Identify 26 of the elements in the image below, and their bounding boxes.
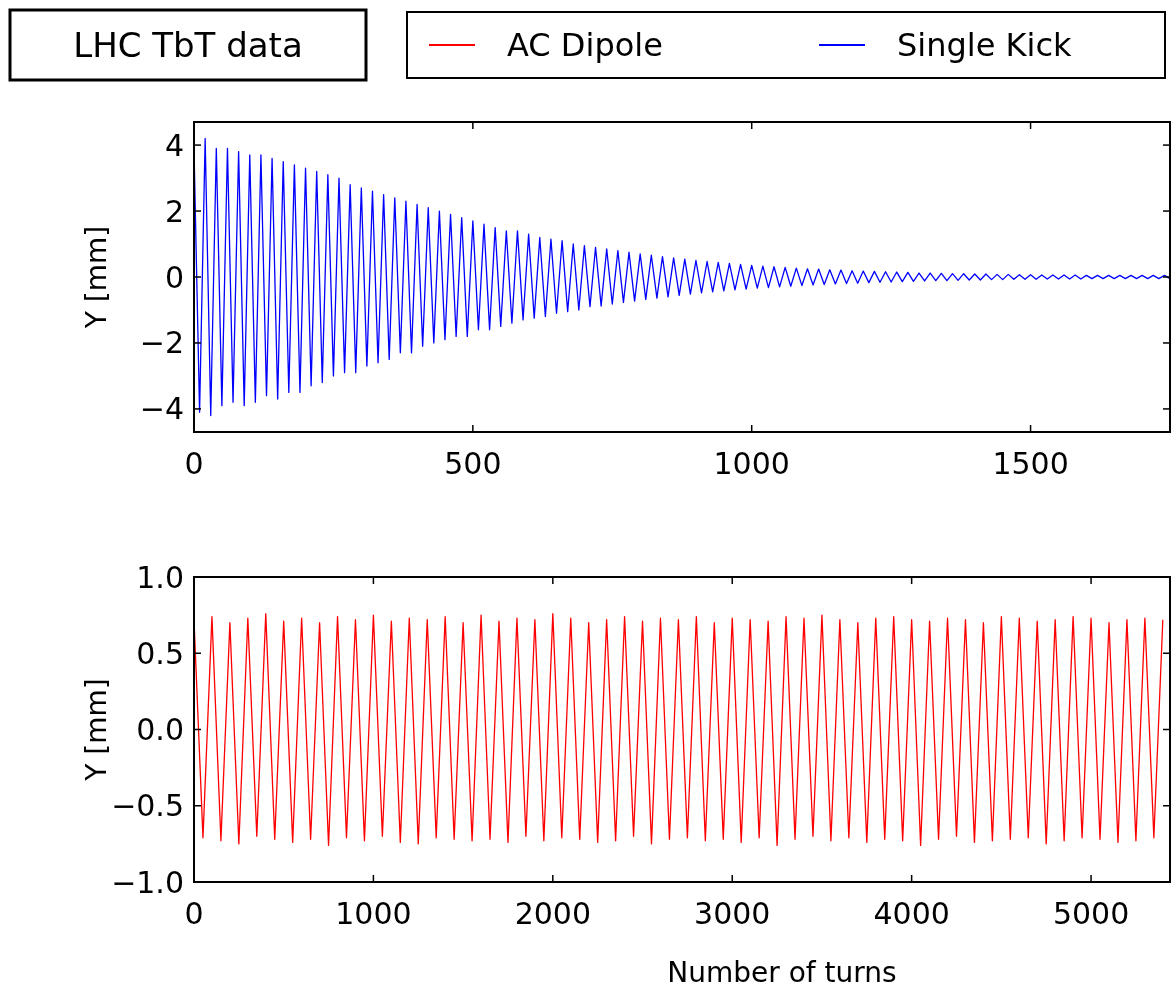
y-tick-label: −1.0 — [111, 864, 184, 900]
x-tick-label: 500 — [444, 446, 502, 481]
y-tick-label: 0 — [164, 259, 184, 295]
y-tick-label: 4 — [164, 127, 184, 163]
line-series — [193, 612, 1164, 847]
x-tick-label: 4000 — [873, 896, 950, 931]
y-tick-label: 1.0 — [136, 559, 184, 595]
y-tick-label: 2 — [164, 193, 184, 229]
y-axis-title: Y [mm] — [80, 678, 113, 782]
legend-label: Single Kick — [897, 26, 1073, 65]
y-axis-title: Y [mm] — [80, 225, 113, 330]
x-tick-label: 2000 — [514, 896, 591, 931]
legend-label: AC Dipole — [507, 26, 663, 65]
x-tick-label: 3000 — [694, 896, 771, 931]
y-tick-label: 0.0 — [136, 712, 184, 747]
x-tick-label: 1000 — [713, 446, 790, 481]
chart-title: LHC TbT data — [73, 24, 303, 65]
x-tick-label: 1000 — [335, 896, 412, 931]
line-series — [193, 137, 1171, 417]
x-tick-label: 1500 — [992, 446, 1069, 481]
x-tick-label: 5000 — [1052, 896, 1130, 931]
y-tick-label: −0.5 — [111, 788, 184, 824]
y-tick-label: −2 — [139, 325, 184, 361]
x-axis-title: Number of turns — [667, 956, 897, 989]
y-tick-label: 0.5 — [136, 635, 184, 671]
y-tick-label: −4 — [139, 391, 184, 427]
